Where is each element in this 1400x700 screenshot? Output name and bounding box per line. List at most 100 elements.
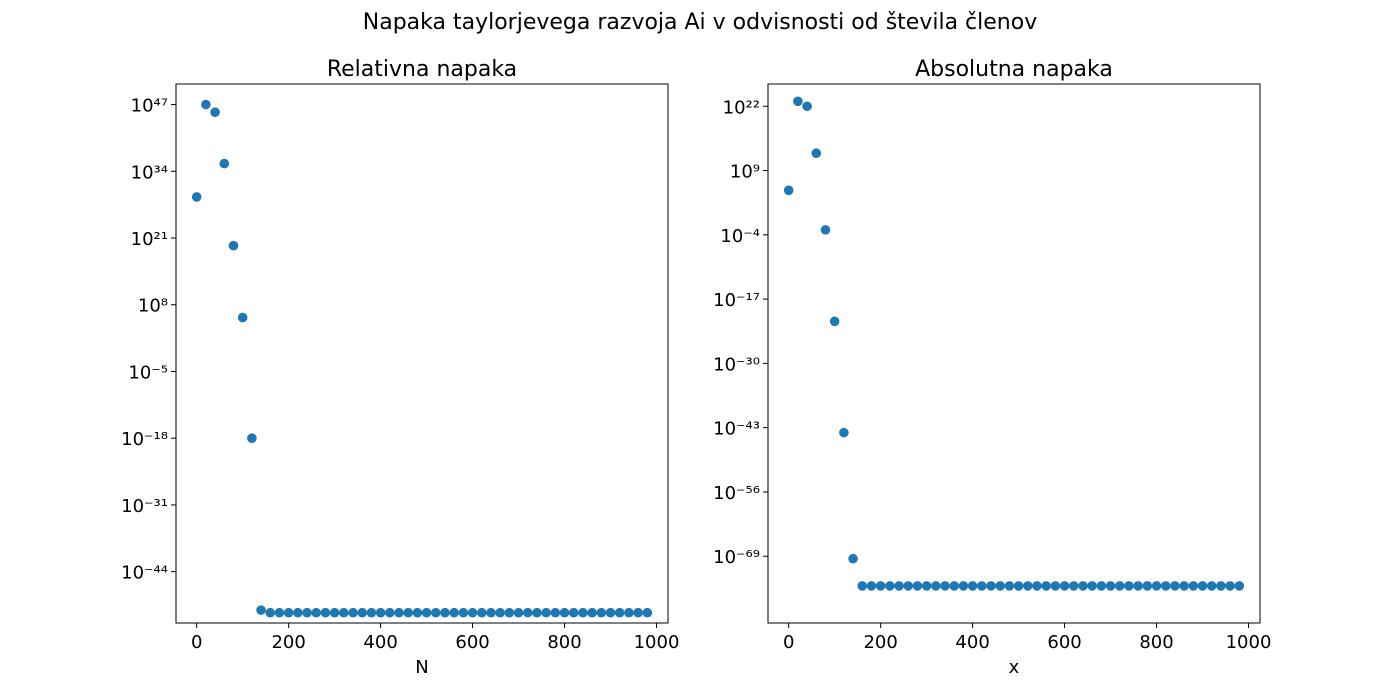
y-tick-label: 10⁻⁶⁹: [713, 547, 760, 568]
data-point: [329, 607, 340, 618]
data-point: [1078, 581, 1088, 591]
data-point: [894, 581, 904, 591]
data-point: [513, 607, 524, 618]
chart-panel-1: Relativna napaka 0 200 400 600 800 1000 10⁴⁷ 10³…: [121, 57, 679, 678]
data-point: [986, 581, 996, 591]
data-point: [802, 101, 812, 112]
data-point: [940, 581, 950, 591]
data-point: [550, 607, 561, 618]
x-tick-label: 1000: [634, 632, 680, 653]
data-point: [219, 158, 230, 169]
y-tick-label: 10⁸: [138, 296, 168, 317]
data-point: [811, 148, 822, 159]
plot-area-frame: [175, 83, 669, 624]
x-tick-label: 400: [363, 632, 397, 653]
data-point: [1197, 581, 1208, 591]
data-point: [559, 607, 570, 618]
x-tick-label: 200: [271, 632, 305, 653]
data-point: [476, 607, 487, 618]
data-point: [311, 607, 322, 618]
x-axis-label: x: [1009, 657, 1020, 678]
data-point: [1032, 581, 1042, 591]
data-point: [848, 553, 858, 564]
y-tick-label: 10⁻⁴³: [713, 419, 760, 440]
data-point: [210, 107, 220, 118]
chart-title: Relativna napaka: [327, 57, 517, 82]
plot-area-frame: [767, 83, 1261, 624]
data-point: [339, 607, 349, 618]
data-point: [614, 607, 625, 618]
data-point: [1105, 581, 1116, 591]
data-point: [293, 607, 303, 618]
data-point: [1087, 581, 1097, 591]
data-point: [1234, 581, 1245, 591]
x-axis-label: N: [415, 657, 428, 678]
y-tick-label: 10²²: [723, 97, 760, 118]
data-point: [495, 607, 505, 618]
data-point: [458, 607, 469, 618]
data-point: [1151, 581, 1162, 591]
data-point: [486, 607, 496, 618]
data-point: [320, 607, 331, 618]
data-point: [1179, 581, 1189, 591]
data-point: [1068, 581, 1079, 591]
data-point: [274, 607, 285, 618]
data-point: [1114, 581, 1125, 591]
data-point: [921, 581, 932, 591]
chart-title: Absolutna napaka: [915, 57, 1113, 82]
data-point: [1188, 581, 1199, 591]
data-point: [1170, 581, 1180, 591]
y-tick-label: 10³⁴: [131, 162, 168, 183]
data-point: [265, 607, 276, 618]
x-tick-label: 600: [455, 632, 489, 653]
data-point: [587, 607, 597, 618]
data-point: [633, 607, 643, 618]
data-point: [532, 607, 542, 618]
y-tick-label: 10⁴⁷: [131, 96, 168, 117]
data-point: [1050, 581, 1061, 591]
x-tick-label: 1000: [1226, 632, 1272, 653]
data-point: [605, 607, 616, 618]
data-point: [201, 99, 211, 110]
data-point: [866, 581, 877, 591]
chart-panel-2: Absolutna napaka 0 200 400 600 800 1000 10²² 10⁹…: [713, 57, 1271, 678]
x-tick-label: 200: [863, 632, 897, 653]
y-tick-label: 10⁻⁴⁴: [121, 563, 168, 584]
data-point: [1225, 581, 1235, 591]
data-point: [783, 185, 794, 196]
data-point: [958, 581, 969, 591]
x-tick-label: 400: [955, 632, 989, 653]
data-point: [375, 607, 386, 618]
data-point: [1096, 581, 1107, 591]
data-point: [839, 427, 849, 438]
x-tick-label: 600: [1047, 632, 1081, 653]
x-tick-label: 800: [547, 632, 581, 653]
x-tick-label: 0: [191, 632, 202, 653]
data-point: [191, 192, 202, 202]
data-point: [1041, 581, 1051, 591]
data-point: [430, 607, 441, 618]
data-point: [829, 316, 840, 327]
data-point: [793, 96, 803, 107]
data-point: [857, 581, 868, 591]
data-point: [283, 607, 294, 618]
data-point: [624, 607, 634, 618]
data-point: [385, 607, 395, 618]
data-point: [302, 607, 312, 618]
data-point: [348, 607, 358, 618]
data-point: [1206, 581, 1217, 591]
data-point: [912, 581, 923, 591]
data-point: [1142, 581, 1153, 591]
y-tick-label: 10⁻⁵: [128, 362, 168, 383]
y-tick-label: 10⁻⁵⁶: [713, 483, 760, 504]
data-point: [977, 581, 987, 591]
data-point: [394, 607, 404, 618]
data-point: [931, 581, 941, 591]
data-point: [903, 581, 914, 591]
data-point: [449, 607, 459, 618]
data-point: [237, 312, 248, 323]
data-point: [256, 605, 266, 615]
data-point: [642, 607, 653, 618]
y-tick-label: 10⁻³¹: [121, 496, 168, 517]
